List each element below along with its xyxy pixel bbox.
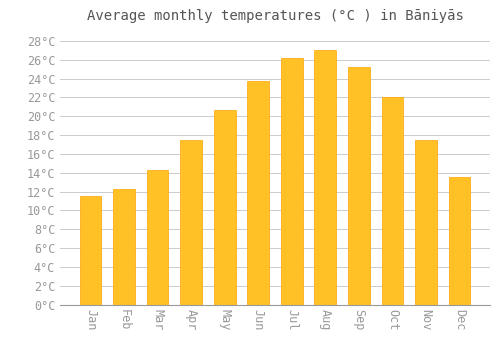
Bar (448, 177, 470, 304)
Bar (348, 67, 370, 304)
Bar (281, 58, 302, 304)
Bar (248, 82, 269, 304)
Bar (382, 97, 404, 304)
Bar (180, 140, 202, 304)
Bar (146, 170, 169, 304)
Bar (214, 110, 236, 304)
Bar (80, 196, 102, 304)
Bar (314, 50, 336, 304)
Bar (415, 140, 437, 304)
Title: Average monthly temperatures (°C ) in Bāniyās: Average monthly temperatures (°C ) in Bā… (86, 9, 464, 23)
Bar (113, 189, 135, 304)
